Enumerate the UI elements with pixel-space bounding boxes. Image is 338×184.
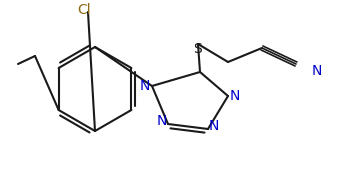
Text: N: N (140, 79, 150, 93)
Text: S: S (194, 42, 202, 56)
Text: N: N (157, 114, 167, 128)
Text: N: N (209, 119, 219, 133)
Text: N: N (312, 64, 322, 78)
Text: N: N (230, 89, 240, 103)
Text: Cl: Cl (77, 3, 91, 17)
